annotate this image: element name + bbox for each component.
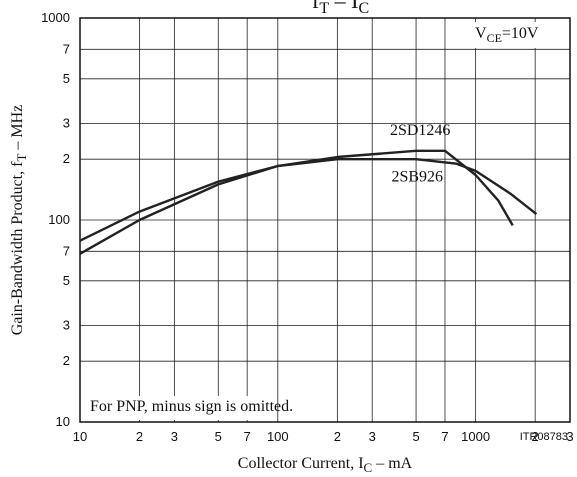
y-tick-label: 3 bbox=[63, 318, 70, 333]
series-line bbox=[79, 149, 514, 255]
y-tick-label: 3 bbox=[63, 116, 70, 131]
condition: VCE=10V bbox=[475, 25, 539, 45]
title-part: – I bbox=[329, 0, 358, 13]
y-tick-label: 5 bbox=[63, 273, 70, 288]
label-part: C bbox=[364, 460, 373, 475]
y-tick-label: 2 bbox=[63, 353, 70, 368]
y-tick-label: 2 bbox=[63, 151, 70, 166]
x-tick-label: 2 bbox=[136, 429, 143, 444]
title-part: C bbox=[358, 0, 369, 17]
note-box bbox=[84, 396, 254, 420]
x-tick-label: 10 bbox=[73, 429, 87, 444]
y-tick-label: 100 bbox=[48, 212, 70, 227]
note: For PNP, minus sign is omitted. bbox=[90, 398, 293, 415]
x-tick-label: 7 bbox=[441, 429, 448, 444]
x-tick-label: 5 bbox=[215, 429, 222, 444]
label-part: T bbox=[14, 154, 29, 162]
y-tick-label: 5 bbox=[63, 71, 70, 86]
y-tick-label: 10 bbox=[56, 414, 70, 429]
x-tick-label: 3 bbox=[566, 429, 573, 444]
x-tick-label: 100 bbox=[267, 429, 289, 444]
x-tick-label: 2 bbox=[334, 429, 341, 444]
y-tick-label: 7 bbox=[63, 243, 70, 258]
plot-frame bbox=[79, 17, 571, 423]
label-part: Collector Current, I bbox=[238, 455, 364, 472]
grid bbox=[79, 17, 571, 423]
title-part: f bbox=[312, 0, 320, 13]
label-part: – MHz bbox=[9, 105, 26, 154]
x-tick-label: 5 bbox=[412, 429, 419, 444]
y-tick-label: 7 bbox=[63, 41, 70, 56]
title-part: T bbox=[319, 0, 329, 17]
figure-code: ITR08783 bbox=[520, 431, 568, 443]
series-line bbox=[79, 158, 538, 242]
label-part: V bbox=[475, 25, 487, 42]
label-part: – mA bbox=[372, 455, 412, 472]
series-label: 2SB926 bbox=[391, 169, 443, 186]
x-tick-label: 1000 bbox=[461, 429, 490, 444]
y-tick-label: 1000 bbox=[41, 10, 70, 25]
x-tick-label: 3 bbox=[171, 429, 178, 444]
x-tick-label: 3 bbox=[369, 429, 376, 444]
y-axis-label: Gain-Bandwidth Product, fT – MHz bbox=[9, 105, 29, 336]
x-tick-label: 2 bbox=[532, 429, 539, 444]
x-axis-label: Collector Current, IC – mA bbox=[238, 455, 413, 475]
label-part: Gain-Bandwidth Product, f bbox=[9, 161, 26, 335]
series-label: 2SD1246 bbox=[390, 122, 450, 139]
chart-title: fT – IC bbox=[312, 0, 369, 17]
x-tick-label: 7 bbox=[244, 429, 251, 444]
label-part: CE bbox=[487, 31, 502, 45]
label-part: =10V bbox=[502, 25, 539, 42]
condition-box bbox=[470, 22, 568, 48]
